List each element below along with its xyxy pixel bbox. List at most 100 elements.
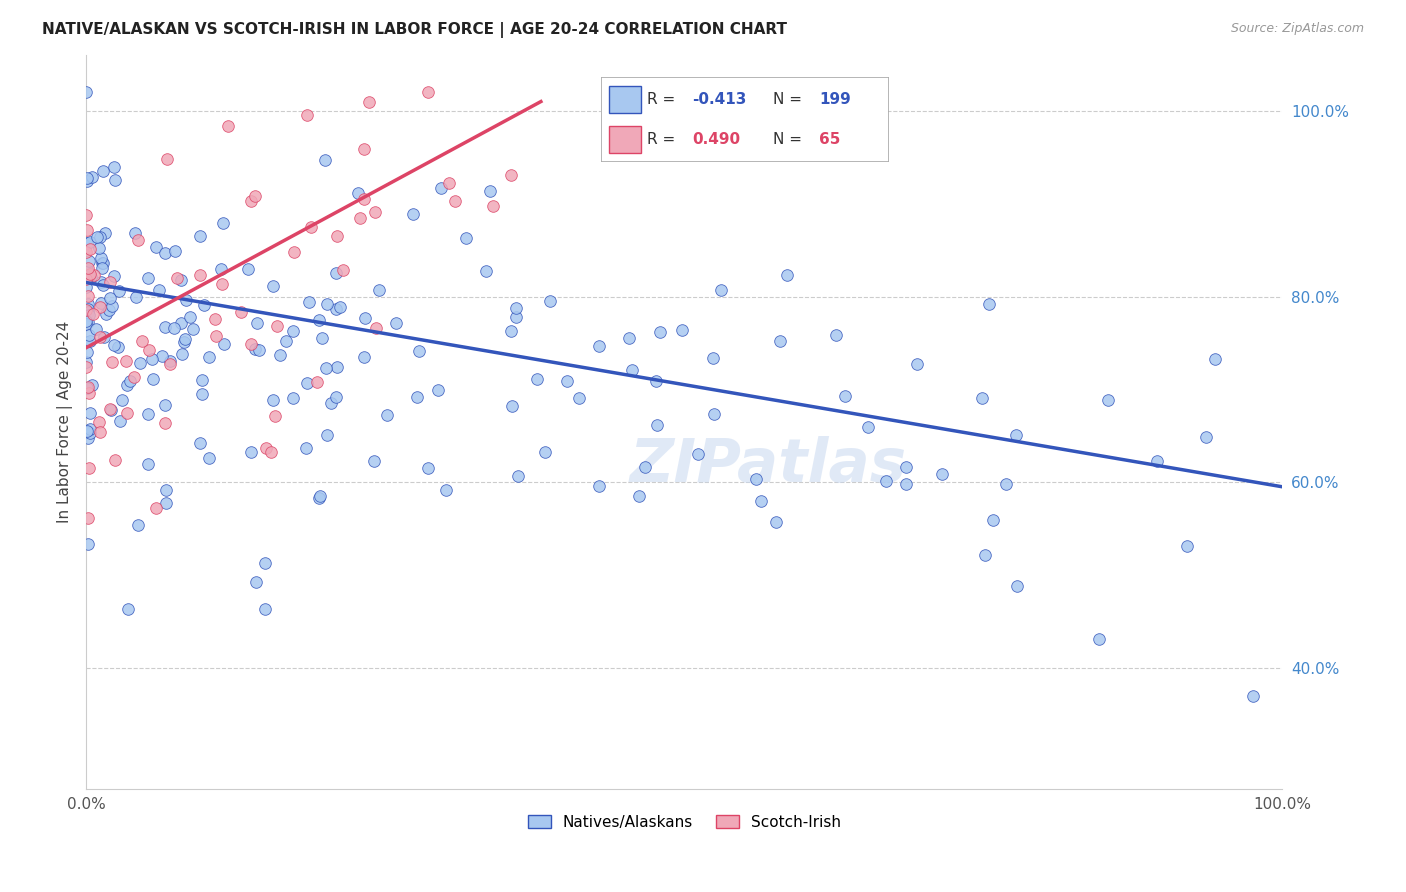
- Point: [77, 301, 100, 316]
- Point: [645, 374, 668, 388]
- Point: [1241, 689, 1264, 703]
- Point: [148, 283, 170, 297]
- Point: [170, 316, 193, 330]
- Point: [931, 467, 953, 481]
- Point: [526, 372, 548, 386]
- Point: [315, 297, 337, 311]
- Point: [127, 518, 149, 533]
- Point: [155, 496, 177, 510]
- Point: [76, 174, 98, 188]
- Point: [1195, 430, 1218, 444]
- Point: [138, 343, 160, 358]
- Point: [145, 500, 167, 515]
- Point: [77, 315, 100, 329]
- Point: [153, 399, 176, 413]
- Point: [75, 85, 97, 99]
- Point: [856, 420, 879, 434]
- Point: [142, 371, 165, 385]
- Point: [981, 513, 1004, 527]
- Point: [76, 345, 98, 359]
- Point: [188, 268, 211, 282]
- Point: [79, 243, 101, 257]
- Point: [894, 459, 917, 474]
- Point: [295, 108, 318, 122]
- Point: [75, 318, 97, 332]
- Point: [82, 307, 104, 321]
- Point: [245, 575, 267, 590]
- Point: [103, 173, 125, 187]
- Point: [308, 313, 330, 327]
- Text: NATIVE/ALASKAN VS SCOTCH-IRISH IN LABOR FORCE | AGE 20-24 CORRELATION CHART: NATIVE/ALASKAN VS SCOTCH-IRISH IN LABOR …: [42, 22, 787, 38]
- Point: [363, 205, 385, 219]
- Point: [153, 416, 176, 430]
- Point: [89, 425, 111, 440]
- Point: [377, 408, 399, 422]
- Point: [87, 415, 110, 429]
- Point: [454, 231, 477, 245]
- Point: [688, 446, 710, 460]
- Point: [314, 153, 336, 168]
- Point: [174, 332, 197, 346]
- Point: [249, 343, 271, 357]
- Point: [76, 223, 98, 237]
- Point: [568, 392, 591, 406]
- Point: [1146, 453, 1168, 467]
- Point: [131, 334, 153, 348]
- Point: [534, 445, 557, 459]
- Point: [155, 483, 177, 498]
- Point: [617, 331, 640, 345]
- Point: [83, 268, 105, 282]
- Point: [332, 263, 354, 277]
- Point: [91, 164, 114, 178]
- Point: [824, 328, 846, 343]
- Point: [77, 305, 100, 319]
- Point: [98, 291, 121, 305]
- Point: [165, 244, 187, 258]
- Point: [136, 407, 159, 421]
- Point: [76, 170, 98, 185]
- Point: [90, 251, 112, 265]
- Point: [79, 235, 101, 249]
- Point: [710, 283, 733, 297]
- Point: [91, 256, 114, 270]
- Point: [159, 357, 181, 371]
- Point: [84, 322, 107, 336]
- Point: [77, 289, 100, 303]
- Point: [198, 350, 221, 364]
- Point: [426, 383, 449, 397]
- Point: [994, 476, 1017, 491]
- Point: [231, 304, 253, 318]
- Point: [120, 374, 142, 388]
- Point: [650, 325, 672, 339]
- Point: [505, 301, 527, 315]
- Point: [555, 374, 578, 388]
- Point: [159, 354, 181, 368]
- Point: [266, 318, 288, 333]
- Point: [181, 322, 204, 336]
- Point: [79, 267, 101, 281]
- Point: [538, 294, 561, 309]
- Point: [77, 431, 100, 445]
- Point: [115, 354, 138, 368]
- Point: [671, 323, 693, 337]
- Point: [212, 216, 235, 230]
- Point: [634, 459, 657, 474]
- Point: [217, 119, 239, 133]
- Point: [325, 390, 347, 404]
- Point: [111, 392, 134, 407]
- Point: [246, 316, 269, 330]
- Point: [254, 556, 277, 570]
- Point: [474, 264, 496, 278]
- Point: [260, 445, 283, 459]
- Point: [75, 314, 97, 328]
- Point: [702, 351, 724, 366]
- Point: [170, 347, 193, 361]
- Point: [77, 511, 100, 525]
- Point: [76, 296, 98, 310]
- Point: [295, 442, 318, 456]
- Point: [749, 494, 772, 508]
- Point: [128, 355, 150, 369]
- Point: [91, 278, 114, 293]
- Point: [276, 334, 298, 348]
- Point: [211, 277, 233, 291]
